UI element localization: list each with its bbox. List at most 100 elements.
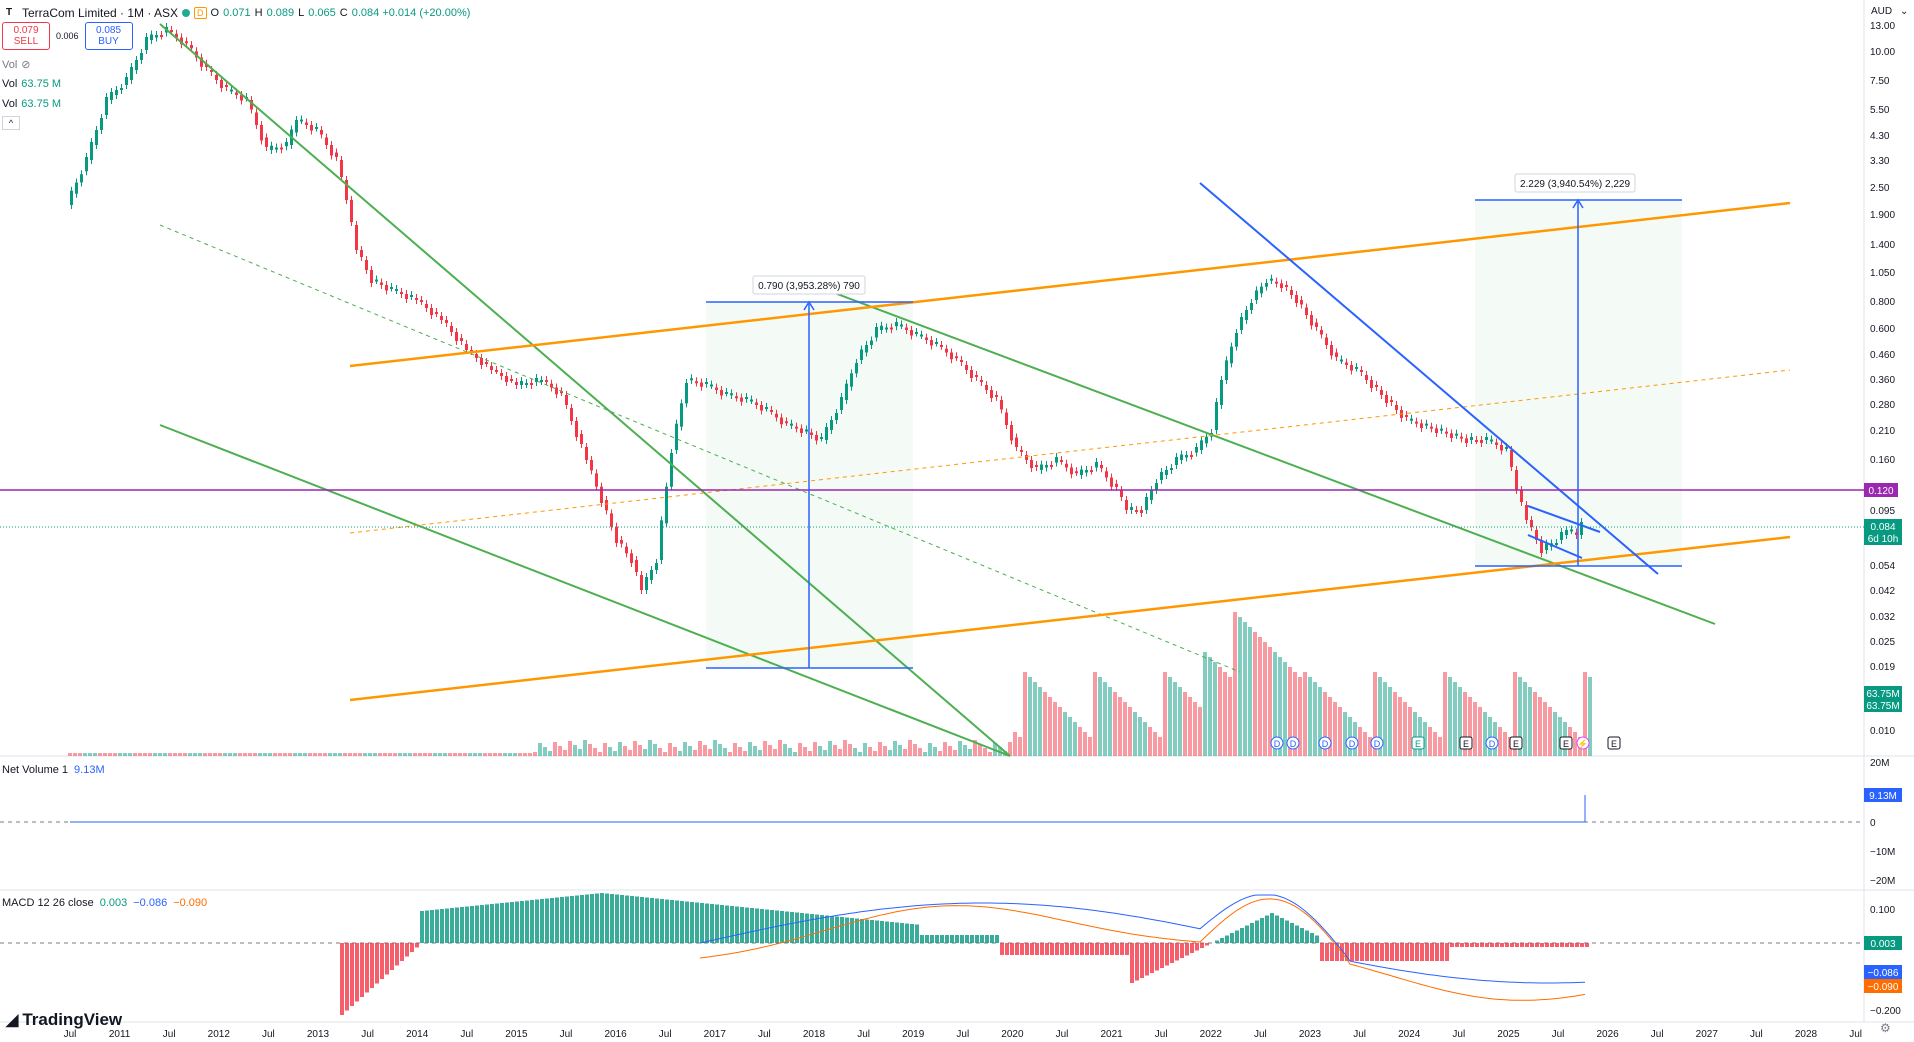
candle-body[interactable] (1460, 436, 1463, 439)
candle-body[interactable] (1235, 333, 1238, 347)
candle-body[interactable] (1390, 400, 1393, 402)
candle-body[interactable] (655, 563, 658, 570)
chevron-down-icon[interactable]: ⌄ (1900, 6, 1909, 17)
candle-body[interactable] (1080, 469, 1083, 476)
candle-body[interactable] (1510, 450, 1513, 467)
candle-body[interactable] (130, 67, 133, 80)
candle-body[interactable] (840, 397, 843, 410)
candle-body[interactable] (405, 294, 408, 299)
candle-body[interactable] (70, 190, 73, 205)
candle-body[interactable] (155, 35, 158, 38)
candle-body[interactable] (1290, 290, 1293, 295)
candle-body[interactable] (1205, 436, 1208, 444)
candle-body[interactable] (320, 130, 323, 135)
candle-body[interactable] (1245, 310, 1248, 320)
candle-body[interactable] (570, 408, 573, 421)
candle-body[interactable] (230, 89, 233, 92)
candle-body[interactable] (545, 380, 548, 382)
candle-body[interactable] (370, 270, 373, 283)
candle-body[interactable] (565, 395, 568, 405)
candle-body[interactable] (90, 142, 93, 160)
candle-body[interactable] (555, 387, 558, 395)
candle-body[interactable] (1470, 437, 1473, 440)
candle-body[interactable] (425, 304, 428, 308)
candle-body[interactable] (340, 160, 343, 177)
candle-body[interactable] (1220, 380, 1223, 405)
candle-body[interactable] (160, 35, 163, 37)
candle-body[interactable] (785, 421, 788, 424)
candle-body[interactable] (670, 453, 673, 487)
candle-body[interactable] (1565, 530, 1568, 535)
candle-body[interactable] (790, 423, 793, 426)
candle-body[interactable] (1145, 497, 1148, 510)
candle-body[interactable] (345, 180, 348, 200)
candle-body[interactable] (765, 407, 768, 409)
candle-body[interactable] (720, 390, 723, 396)
candle-body[interactable] (1075, 471, 1078, 474)
candle-body[interactable] (1040, 464, 1043, 471)
sell-button[interactable]: 0.079 SELL (2, 22, 50, 50)
candle-body[interactable] (1045, 465, 1048, 468)
candle-body[interactable] (125, 77, 128, 85)
candle-body[interactable] (455, 332, 458, 341)
currency-label[interactable]: AUD (1871, 6, 1893, 17)
candle-body[interactable] (1155, 483, 1158, 490)
candle-body[interactable] (1070, 467, 1073, 475)
candle-body[interactable] (1005, 412, 1008, 426)
candle-body[interactable] (1330, 345, 1333, 356)
candle-body[interactable] (1110, 477, 1113, 487)
candle-body[interactable] (460, 338, 463, 341)
candle-body[interactable] (205, 63, 208, 67)
candle-body[interactable] (190, 45, 193, 49)
candle-body[interactable] (75, 182, 78, 194)
candle-body[interactable] (875, 327, 878, 338)
candle-body[interactable] (550, 383, 553, 388)
candle-body[interactable] (955, 356, 958, 359)
candle-body[interactable] (1170, 468, 1173, 470)
candle-body[interactable] (690, 378, 693, 381)
candle-body[interactable] (1540, 540, 1543, 553)
candle-body[interactable] (240, 95, 243, 101)
candle-body[interactable] (510, 379, 513, 381)
candle-body[interactable] (1275, 281, 1278, 284)
candle-body[interactable] (660, 520, 663, 560)
candle-body[interactable] (150, 34, 153, 41)
candle-body[interactable] (300, 119, 303, 122)
event-marker[interactable]: D (1370, 736, 1384, 750)
candle-body[interactable] (685, 383, 688, 404)
candle-body[interactable] (1325, 337, 1328, 346)
candle-body[interactable] (1085, 470, 1088, 473)
candle-body[interactable] (280, 147, 283, 150)
candle-body[interactable] (950, 352, 953, 360)
candle-body[interactable] (365, 260, 368, 270)
candle-body[interactable] (995, 395, 998, 397)
orange-channel-lower[interactable] (349, 535, 1791, 702)
candle-body[interactable] (310, 125, 313, 131)
candle-body[interactable] (755, 402, 758, 406)
candle-body[interactable] (1505, 447, 1508, 449)
blue-downtrend-line[interactable] (1199, 182, 1659, 575)
event-marker[interactable]: E (1509, 736, 1523, 750)
candle-body[interactable] (185, 41, 188, 44)
volume-legend-hidden[interactable]: Vol ⊘ (2, 58, 31, 72)
candle-body[interactable] (1445, 431, 1448, 434)
candle-body[interactable] (210, 70, 213, 72)
candle-body[interactable] (395, 289, 398, 291)
candle-body[interactable] (1150, 490, 1153, 500)
candle-body[interactable] (1240, 317, 1243, 330)
candle-body[interactable] (810, 432, 813, 436)
candle-body[interactable] (980, 380, 983, 382)
candle-body[interactable] (1345, 362, 1348, 366)
candle-body[interactable] (1310, 315, 1313, 326)
candle-body[interactable] (1570, 529, 1573, 532)
collapse-legend-button[interactable]: ^ (2, 116, 20, 130)
net-volume-legend[interactable]: Net Volume 1 9.13M (2, 764, 105, 776)
candle-body[interactable] (940, 345, 943, 347)
event-marker[interactable]: E (1559, 736, 1573, 750)
candle-body[interactable] (1225, 360, 1228, 380)
candle-body[interactable] (965, 365, 968, 370)
candle-body[interactable] (265, 137, 268, 148)
green-channel-upper[interactable] (159, 23, 1011, 757)
candle-body[interactable] (580, 434, 583, 444)
volume-legend-2[interactable]: Vol 63.75 M (2, 98, 61, 110)
